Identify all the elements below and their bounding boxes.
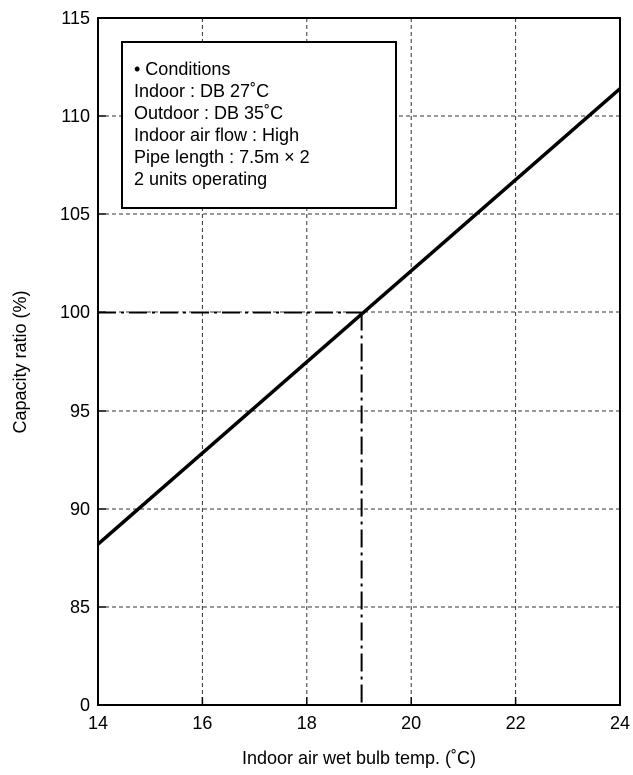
x-tick-label-20: 20 — [401, 713, 421, 733]
y-tick-label-0: 0 — [80, 695, 90, 715]
conditions-line-4: Indoor air flow : High — [134, 125, 299, 145]
y-tick-label-105: 105 — [60, 204, 90, 224]
y-axis-title: Capacity ratio (%) — [10, 290, 30, 433]
x-axis-title: Indoor air wet bulb temp. (˚C) — [242, 748, 476, 768]
conditions-line-5: Pipe length : 7.5m × 2 — [134, 147, 310, 167]
series-layer — [96, 87, 622, 546]
y-tick-label-85: 85 — [70, 597, 90, 617]
axis-ticks: 14 16 18 20 22 24 0 85 90 95 100 105 110 115 — [60, 8, 630, 733]
x-tick-label-24: 24 — [610, 713, 630, 733]
conditions-line-1: • Conditions — [134, 59, 230, 79]
plot-frame — [97, 17, 621, 706]
conditions-box-frame — [121, 41, 397, 209]
conditions-box: • Conditions Indoor : DB 27˚C Outdoor : … — [121, 41, 397, 209]
x-tick-label-18: 18 — [297, 713, 317, 733]
y-tick-label-100: 100 — [60, 302, 90, 322]
y-tick-label-90: 90 — [70, 499, 90, 519]
reference-lines — [98, 311, 363, 705]
x-tick-label-16: 16 — [192, 713, 212, 733]
series-line-0 — [96, 87, 622, 546]
x-tick-label-22: 22 — [506, 713, 526, 733]
y-tick-label-110: 110 — [61, 106, 90, 126]
conditions-line-3: Outdoor : DB 35˚C — [134, 103, 283, 123]
conditions-line-2: Indoor : DB 27˚C — [134, 81, 269, 101]
y-tick-label-95: 95 — [70, 401, 90, 421]
x-tick-label-14: 14 — [88, 713, 108, 733]
y-tick-label-115: 115 — [61, 8, 90, 28]
conditions-line-6: 2 units operating — [134, 169, 267, 189]
